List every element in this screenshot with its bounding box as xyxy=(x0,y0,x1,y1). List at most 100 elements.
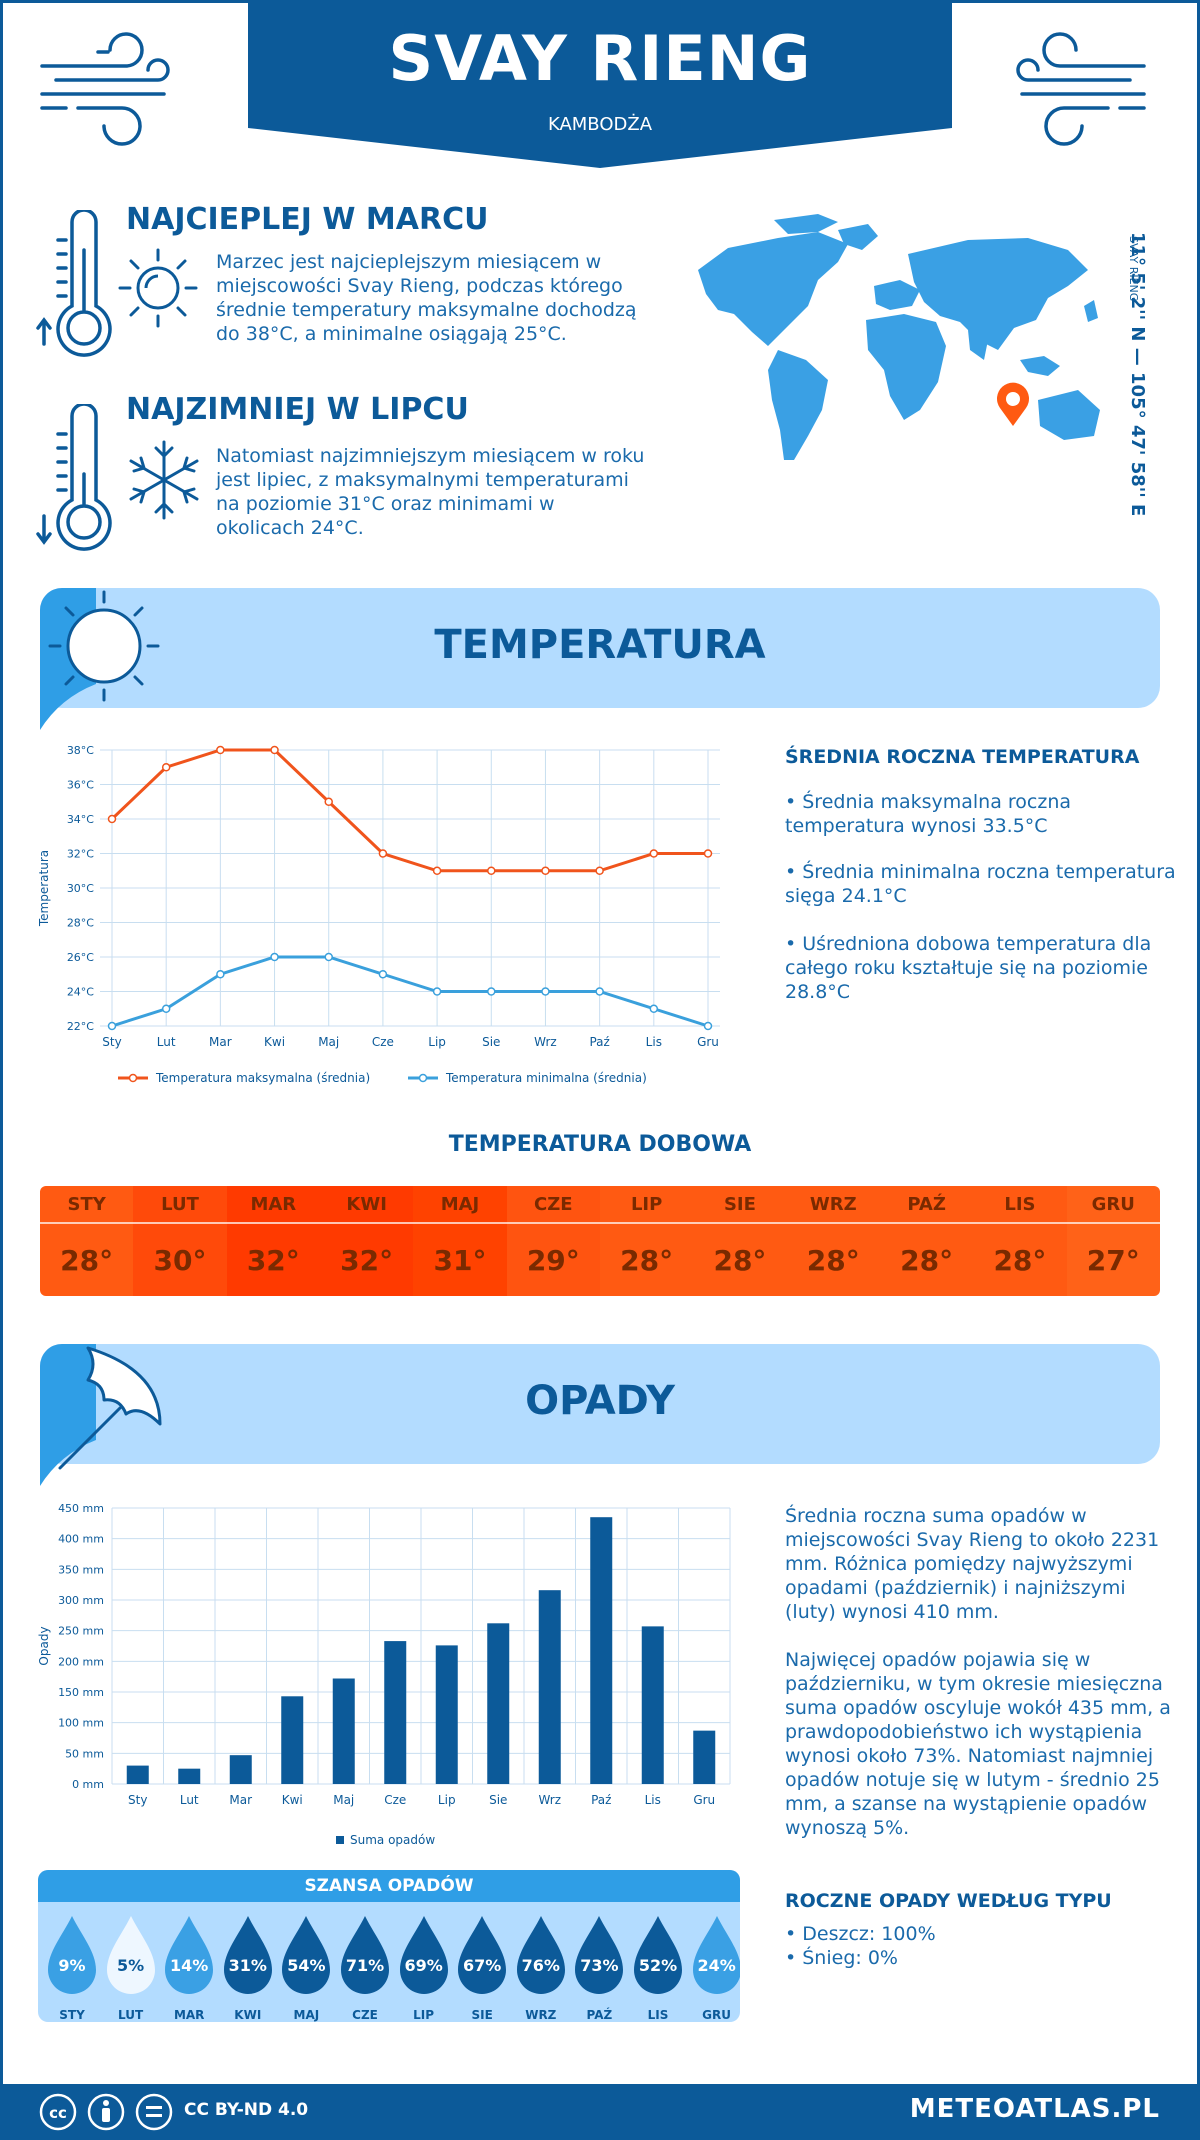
hottest-text: Marzec jest najcieplejszym miesiącem w m… xyxy=(216,251,637,345)
bar xyxy=(126,1765,149,1784)
data-point xyxy=(270,952,279,962)
precip-types-heading: ROCZNE OPADY WEDŁUG TYPU xyxy=(785,1890,1112,1912)
cc-icon: cc xyxy=(49,2104,67,2122)
annual-temp-heading: ŚREDNIA ROCZNA TEMPERATURA xyxy=(785,746,1140,768)
daily-month-label: LUT xyxy=(133,1186,227,1224)
x-tick-label: Lut xyxy=(180,1793,199,1807)
license-text: CC BY-ND 4.0 xyxy=(184,2100,309,2120)
series-line-0 xyxy=(110,748,708,873)
x-tick-label: Sty xyxy=(102,1035,121,1049)
data-point xyxy=(649,1004,659,1013)
daily-cell: STY 28° xyxy=(40,1186,134,1296)
temperature-title: TEMPERATURA xyxy=(434,622,766,668)
precip-chance-drop: 67% SIE xyxy=(452,1912,512,2022)
precip-band xyxy=(40,1344,1160,1464)
data-point xyxy=(324,952,333,962)
temp-bullet-min: • Średnia minimalna roczna temperatura s… xyxy=(785,861,1176,907)
city-title: SVAY RIENG xyxy=(388,22,812,95)
x-tick-label: Mar xyxy=(209,1035,232,1049)
data-point xyxy=(161,1004,171,1013)
precip-paragraph-1: Średnia roczna suma opadów w miejscowośc… xyxy=(785,1505,1160,1623)
x-tick-label: Maj xyxy=(318,1035,339,1049)
daily-temp-value: 31° xyxy=(433,1243,487,1277)
daily-month-label: PAŹ xyxy=(879,1186,974,1224)
header-banner xyxy=(248,0,952,168)
bar xyxy=(281,1696,304,1784)
precip-chance-drop: 31% KWI xyxy=(218,1912,278,2022)
daily-cell: MAR 32° xyxy=(226,1186,320,1296)
daily-temp-value: 30° xyxy=(153,1243,207,1277)
precip-chance-month: WRZ xyxy=(525,2008,557,2022)
daily-temp-value: 32° xyxy=(340,1243,394,1277)
y-tick-label: 22°C xyxy=(67,1020,94,1033)
site-link[interactable]: METEOATLAS.PL xyxy=(909,2094,1160,2124)
precip-chance-box: SZANSA OPADÓW 9% STY 5% LUT 14% MAR 31% KWI 54% M… xyxy=(38,1870,740,2022)
precip-title: OPADY xyxy=(525,1378,675,1424)
precip-chance-month: LUT xyxy=(118,2008,144,2022)
temperature-chart: 22°C 24°C 26°C 28°C 30°C 32°C 34°C 36°C 38°C Sty L… xyxy=(37,744,720,1085)
data-point xyxy=(161,763,171,772)
y-tick-label: 100 mm xyxy=(58,1717,104,1730)
y-tick-label: 200 mm xyxy=(58,1655,104,1668)
raindrop-icon xyxy=(282,1916,331,1994)
y-tick-label: 28°C xyxy=(67,917,94,930)
daily-month-label: WRZ xyxy=(786,1186,880,1224)
raindrop-icon xyxy=(48,1916,96,1994)
x-tick-label: Lip xyxy=(438,1793,456,1807)
legend-label: Temperatura minimalna (średnia) xyxy=(445,1071,647,1085)
daily-temp-value: 28° xyxy=(806,1243,860,1277)
y-tick-label: 36°C xyxy=(67,779,94,792)
precip-type-rain: • Deszcz: 100% xyxy=(785,1923,936,1945)
location-name-small: SVAY RIENG xyxy=(1127,236,1140,302)
wind-icon-right xyxy=(1016,32,1146,146)
y-tick-label: 34°C xyxy=(67,813,94,826)
daily-temp-value: 27° xyxy=(1086,1243,1140,1277)
raindrop-icon xyxy=(575,1916,624,1994)
daily-cell: MAJ 31° xyxy=(413,1186,507,1296)
daily-month-label: GRU xyxy=(1066,1186,1160,1224)
y-tick-label: 26°C xyxy=(67,951,94,964)
precip-chance-drop: 5% LUT xyxy=(101,1912,161,2022)
x-tick-label: Sie xyxy=(489,1793,507,1807)
bar xyxy=(229,1755,252,1784)
temp-bullet-max: • Średnia maksymalna roczna temperatura … xyxy=(785,791,1072,837)
world-map xyxy=(698,214,1100,460)
precip-chance-value: 24% xyxy=(697,1956,736,1975)
raindrop-icon xyxy=(516,1916,565,1994)
sun-icon xyxy=(118,248,198,328)
temperature-band xyxy=(40,588,1160,708)
footer xyxy=(0,2084,1200,2140)
precip-chance-month: KWI xyxy=(234,2008,262,2022)
bar xyxy=(590,1517,613,1784)
bar xyxy=(693,1730,716,1784)
coldest-text: Natomiast najzimniejszym miesiącem w rok… xyxy=(216,445,645,539)
precip-chance-value: 14% xyxy=(170,1956,209,1975)
legend-marker xyxy=(418,1073,428,1083)
x-tick-label: Lip xyxy=(428,1035,446,1049)
data-point xyxy=(432,866,442,875)
data-point xyxy=(324,797,333,806)
legend-label: Temperatura maksymalna (średnia) xyxy=(155,1071,370,1085)
y-tick-label: 0 mm xyxy=(72,1778,104,1791)
y-tick-label: 24°C xyxy=(67,986,94,999)
umbrella-rain-icon xyxy=(40,1344,162,1486)
x-tick-label: Sie xyxy=(482,1035,500,1049)
x-tick-label: Wrz xyxy=(534,1035,557,1049)
data-point xyxy=(541,987,550,996)
legend-swatch xyxy=(336,1836,344,1844)
precip-chance-drop: 24% GRU xyxy=(687,1912,740,2022)
equals-icon xyxy=(146,2106,162,2117)
precip-chance-month: LIS xyxy=(647,2008,669,2022)
legend-marker xyxy=(128,1073,138,1083)
precip-chance-drops: 9% STY 5% LUT 14% MAR 31% KWI 54% MAJ 71% CZE 69% LIP… xyxy=(38,1912,740,2022)
y-tick-label: 400 mm xyxy=(58,1533,104,1546)
y-tick-label: 38°C xyxy=(67,744,94,757)
precip-chance-value: 54% xyxy=(287,1956,326,1975)
daily-cell: LIP 28° xyxy=(599,1186,694,1296)
x-tick-label: Kwi xyxy=(282,1793,303,1807)
raindrop-icon xyxy=(458,1916,507,1994)
y-tick-label: 50 mm xyxy=(65,1747,104,1760)
precip-chance-month: PAŹ xyxy=(586,2008,613,2022)
y-tick-label: 450 mm xyxy=(58,1502,104,1515)
precip-paragraph-2: Najwięcej opadów pojawia się w październ… xyxy=(785,1649,1171,1839)
